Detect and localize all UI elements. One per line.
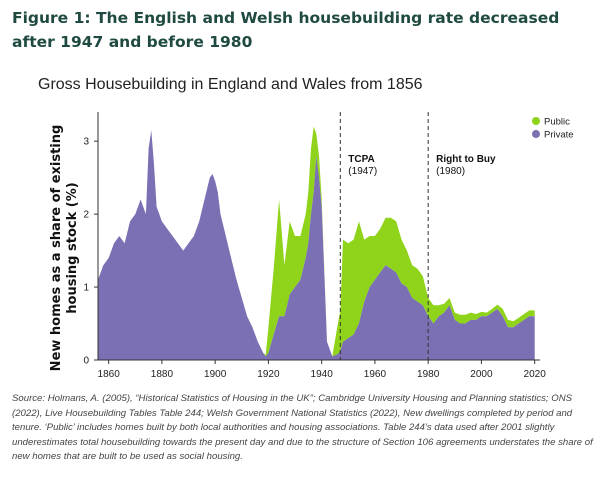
public-series-area bbox=[98, 126, 535, 357]
policy-annotations: TCPA(1947) Right to Buy(1980) bbox=[339, 112, 496, 360]
legend-label-public: Public bbox=[544, 117, 570, 128]
legend-label-private: Private bbox=[544, 130, 574, 141]
legend: Public Private bbox=[532, 117, 574, 141]
x-tick-label-1920: 1920 bbox=[257, 369, 280, 380]
x-tick-label-1940: 1940 bbox=[311, 369, 334, 380]
y-tick-label-1: 1 bbox=[83, 283, 89, 294]
figure-title: Figure 1: The English and Welsh housebui… bbox=[12, 9, 560, 51]
annotation-year-1947: (1947) bbox=[348, 166, 377, 177]
x-tick-label-2000: 2000 bbox=[470, 369, 493, 380]
annotation-year-1980: (1980) bbox=[436, 166, 465, 177]
private-series-area bbox=[98, 130, 535, 360]
source-note: Source: Holmans, A. (2005), “Historical … bbox=[12, 393, 593, 463]
x-tick-label-1980: 1980 bbox=[417, 369, 440, 380]
y-axis-label-line-1: New homes as a share of existing bbox=[49, 125, 64, 372]
annotation-label-1980: Right to Buy bbox=[436, 154, 496, 165]
annotation-label-1947: TCPA bbox=[348, 154, 374, 165]
y-tick-label-3: 3 bbox=[83, 137, 89, 148]
x-tick-label-1880: 1880 bbox=[151, 369, 174, 380]
y-tick-label-2: 2 bbox=[83, 210, 89, 221]
x-tick-label-1900: 1900 bbox=[204, 369, 227, 380]
x-tick-label-1860: 1860 bbox=[98, 369, 121, 380]
legend-swatch-public bbox=[532, 117, 540, 125]
housebuilding-chart: TCPA(1947) Right to Buy(1980) 0 1 2 3 1860 188… bbox=[49, 112, 574, 380]
legend-swatch-private bbox=[532, 130, 540, 138]
y-axis-label-line-2: housing stock (%) bbox=[65, 182, 80, 313]
x-tick-label-1960: 1960 bbox=[364, 369, 387, 380]
chart-title: Gross Housebuilding in England and Wales… bbox=[38, 76, 423, 93]
y-axis-label: New homes as a share of existinghousing … bbox=[49, 125, 80, 372]
x-tick-label-2020: 2020 bbox=[524, 369, 547, 380]
y-tick-label-0: 0 bbox=[83, 356, 89, 367]
axes: 0 1 2 3 1860 1880 1900 1920 1940 1960 1980 2000 2020 bbox=[83, 112, 546, 380]
stacked-areas bbox=[98, 126, 535, 360]
